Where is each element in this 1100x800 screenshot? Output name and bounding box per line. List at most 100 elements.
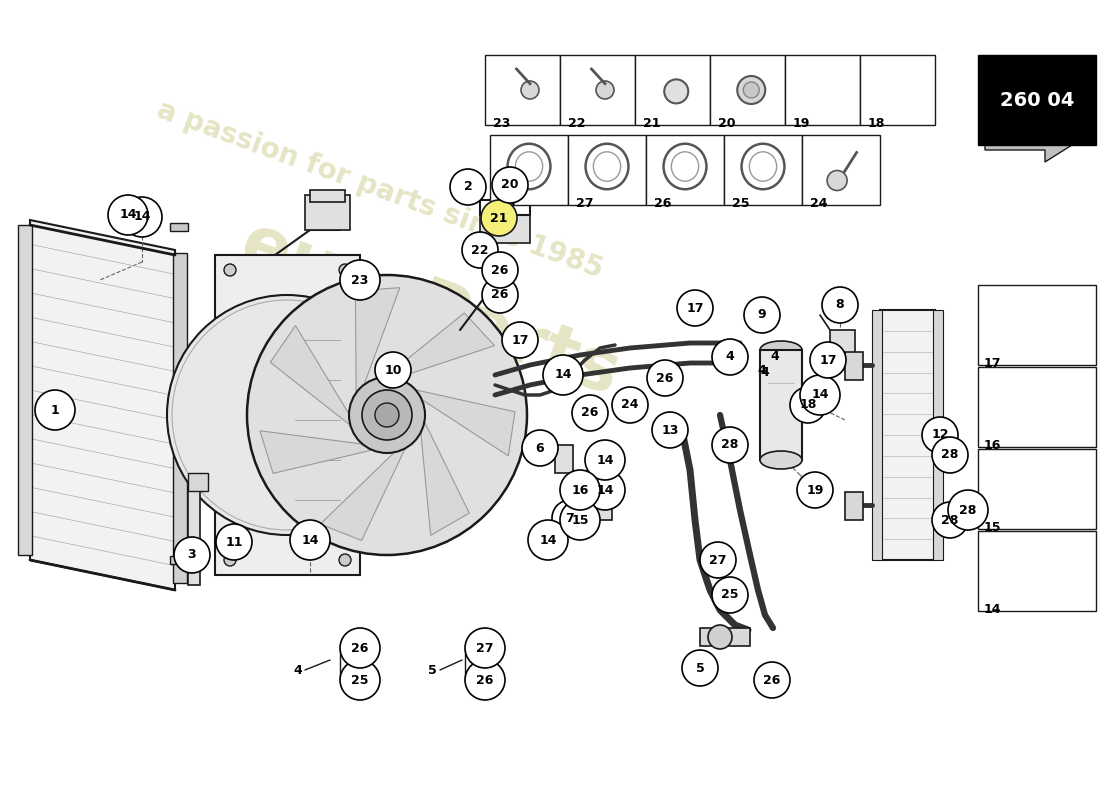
Polygon shape — [416, 390, 515, 456]
Circle shape — [948, 490, 988, 530]
Bar — [556, 445, 573, 473]
Circle shape — [339, 554, 351, 566]
Text: 26: 26 — [763, 674, 781, 686]
Text: 28: 28 — [498, 197, 516, 210]
Circle shape — [482, 277, 518, 313]
Text: 17: 17 — [686, 302, 704, 314]
Text: 26: 26 — [581, 406, 598, 419]
Bar — [880, 310, 935, 560]
Text: 26: 26 — [492, 263, 508, 277]
Text: 18: 18 — [868, 117, 886, 130]
Circle shape — [712, 577, 748, 613]
Circle shape — [682, 650, 718, 686]
Polygon shape — [320, 448, 405, 541]
Text: 4: 4 — [771, 350, 780, 363]
Circle shape — [560, 500, 600, 540]
Bar — [305, 195, 350, 230]
Ellipse shape — [760, 341, 802, 359]
Text: 16: 16 — [571, 483, 588, 497]
Text: 24: 24 — [621, 398, 639, 411]
Text: 26: 26 — [654, 197, 671, 210]
Bar — [933, 310, 943, 560]
Bar — [646, 135, 724, 205]
Bar — [590, 490, 612, 520]
Bar — [724, 135, 802, 205]
Circle shape — [216, 524, 252, 560]
Circle shape — [543, 355, 583, 395]
Bar — [710, 55, 785, 125]
Text: 24: 24 — [810, 197, 827, 210]
Circle shape — [35, 390, 75, 430]
Circle shape — [652, 412, 688, 448]
Circle shape — [647, 360, 683, 396]
Text: 16: 16 — [984, 439, 1001, 452]
Text: 6: 6 — [536, 442, 544, 454]
Text: 26: 26 — [476, 674, 494, 686]
Circle shape — [810, 342, 846, 378]
Text: 9: 9 — [758, 309, 767, 322]
Circle shape — [481, 200, 517, 236]
Bar — [188, 473, 208, 491]
Text: 8: 8 — [836, 298, 845, 311]
Circle shape — [560, 470, 600, 510]
Text: 26: 26 — [492, 289, 508, 302]
Text: 10: 10 — [384, 363, 402, 377]
Circle shape — [712, 427, 748, 463]
Circle shape — [712, 339, 748, 375]
Bar — [480, 215, 530, 243]
Text: 2: 2 — [463, 181, 472, 194]
Text: 25: 25 — [732, 197, 749, 210]
Bar — [872, 310, 882, 560]
Circle shape — [465, 628, 505, 668]
Circle shape — [744, 297, 780, 333]
Text: 19: 19 — [806, 483, 824, 497]
Circle shape — [800, 375, 840, 415]
Text: 4: 4 — [294, 663, 302, 677]
Circle shape — [482, 252, 518, 288]
Text: 14: 14 — [119, 209, 136, 222]
Circle shape — [572, 395, 608, 431]
Circle shape — [465, 660, 505, 700]
Bar — [310, 190, 345, 202]
Bar — [845, 492, 864, 520]
Circle shape — [932, 437, 968, 473]
Text: 17: 17 — [512, 334, 529, 346]
Text: 28: 28 — [942, 514, 959, 526]
Text: 17: 17 — [984, 357, 1001, 370]
Text: 15: 15 — [984, 521, 1001, 534]
Text: 14: 14 — [133, 210, 151, 223]
Circle shape — [174, 537, 210, 573]
Bar — [978, 449, 1096, 529]
Text: euroParts: euroParts — [231, 210, 629, 410]
Circle shape — [462, 232, 498, 268]
Text: 12: 12 — [932, 429, 948, 442]
Text: 28: 28 — [959, 503, 977, 517]
Bar — [568, 135, 646, 205]
Text: 17: 17 — [820, 354, 837, 366]
Polygon shape — [385, 313, 495, 378]
Text: 27: 27 — [576, 197, 594, 210]
Circle shape — [248, 275, 527, 555]
Circle shape — [596, 81, 614, 99]
Circle shape — [708, 625, 732, 649]
Text: 25: 25 — [351, 674, 369, 686]
Text: 21: 21 — [491, 211, 508, 225]
Text: 27: 27 — [476, 642, 494, 654]
Text: 23: 23 — [351, 274, 369, 286]
Circle shape — [552, 500, 589, 536]
Text: 25: 25 — [722, 589, 739, 602]
Bar — [700, 628, 750, 646]
Bar — [560, 55, 635, 125]
Text: 14: 14 — [812, 389, 828, 402]
Polygon shape — [30, 220, 175, 590]
Text: 28: 28 — [942, 449, 959, 462]
Text: 14: 14 — [554, 369, 572, 382]
Text: 23: 23 — [493, 117, 510, 130]
Text: 260 04: 260 04 — [1000, 90, 1075, 110]
Bar — [188, 490, 200, 585]
Text: 5: 5 — [428, 663, 437, 677]
Bar — [760, 350, 802, 460]
Bar — [830, 330, 855, 370]
Text: 14: 14 — [301, 534, 319, 546]
Text: 26: 26 — [657, 371, 673, 385]
